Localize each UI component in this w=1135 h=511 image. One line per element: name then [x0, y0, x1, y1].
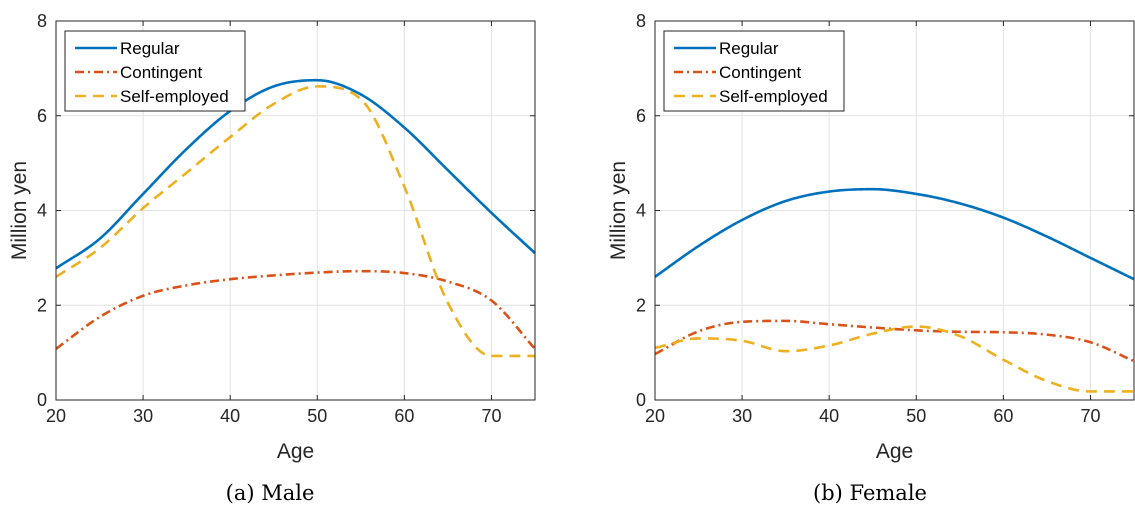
panel-caption: (a) Male [226, 481, 315, 505]
y-axis-label: Million yen [8, 161, 31, 260]
y-tick-label: 0 [37, 390, 47, 410]
y-tick-label: 0 [636, 390, 646, 410]
x-axis-label: Age [876, 440, 913, 463]
y-tick-label: 6 [636, 106, 646, 126]
y-tick-label: 8 [636, 11, 646, 31]
panel-caption: (b) Female [813, 481, 927, 505]
x-tick-label: 70 [481, 406, 501, 426]
y-tick-label: 2 [636, 295, 646, 315]
series-line-contingent [654, 319, 1135, 363]
legend-label: Regular [719, 39, 779, 58]
y-tick-label: 6 [37, 106, 47, 126]
series-line-regular [654, 187, 1135, 281]
x-tick-label: 50 [307, 406, 327, 426]
x-tick-label: 70 [1080, 406, 1100, 426]
series-line-self-employed [654, 325, 1134, 393]
y-tick-label: 4 [37, 201, 47, 221]
chart-panel-female: 20 30 40 50 60 70 0 2 4 6 8 Age Million yen Regular Co… [607, 11, 1135, 505]
x-tick-label: 40 [819, 406, 839, 426]
x-tick-label: 60 [993, 406, 1013, 426]
legend: Regular Contingent Self-employed [663, 30, 845, 112]
series-line-regular [55, 78, 536, 270]
x-tick-label: 50 [906, 406, 926, 426]
x-axis-label: Age [277, 440, 314, 463]
legend-label: Self-employed [120, 87, 229, 106]
x-tick-label: 20 [645, 406, 665, 426]
y-tick-label: 2 [37, 295, 47, 315]
legend-label: Regular [120, 39, 180, 58]
x-tick-label: 60 [394, 406, 414, 426]
y-tick-label: 8 [37, 11, 47, 31]
y-axis-label: Million yen [607, 161, 630, 260]
y-tick-label: 4 [636, 201, 646, 221]
legend: Regular Contingent Self-employed [64, 30, 246, 112]
x-tick-label: 40 [220, 406, 240, 426]
x-tick-label: 30 [732, 406, 752, 426]
legend-label: Contingent [120, 63, 203, 82]
x-tick-label: 30 [133, 406, 153, 426]
x-tick-label: 20 [46, 406, 66, 426]
legend-label: Self-employed [719, 87, 828, 106]
chart-panel-male: 20 30 40 50 60 70 0 2 4 6 8 Age Million yen Regular Co… [8, 11, 536, 505]
legend-label: Contingent [719, 63, 802, 82]
